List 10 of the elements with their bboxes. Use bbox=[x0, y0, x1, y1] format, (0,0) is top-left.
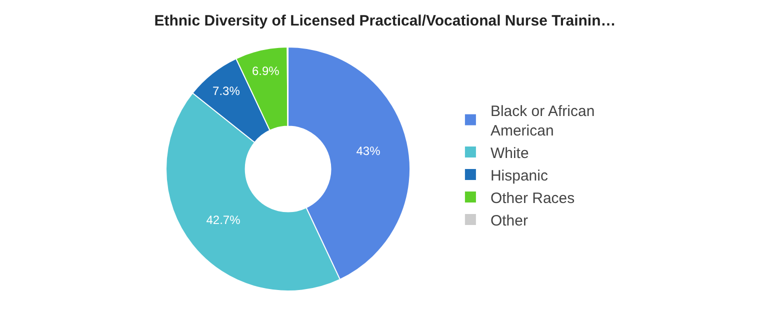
legend-label: Other Races bbox=[490, 190, 575, 207]
data-label: 7.3% bbox=[212, 84, 240, 98]
legend-label: Hispanic bbox=[490, 167, 548, 184]
data-label: 43% bbox=[356, 144, 381, 158]
legend-label: Other bbox=[490, 212, 528, 230]
legend-label: Black or African American bbox=[490, 102, 595, 140]
legend-label: White bbox=[490, 144, 529, 162]
chart-title: Ethnic Diversity of Licensed Practical/Vocational Nurse Trainin… bbox=[154, 12, 616, 30]
data-label: 6.9% bbox=[252, 64, 280, 78]
data-label: 42.7% bbox=[206, 213, 241, 228]
